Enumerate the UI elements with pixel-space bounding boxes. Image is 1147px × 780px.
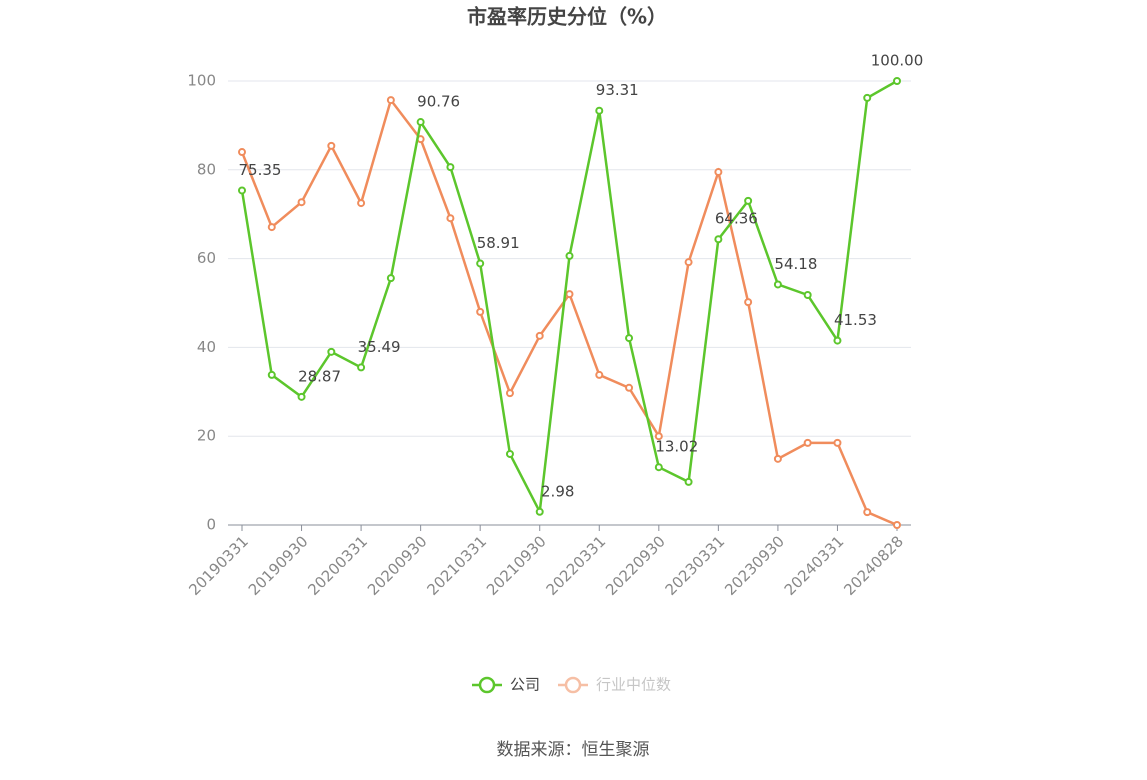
point bbox=[803, 291, 812, 300]
point bbox=[714, 168, 723, 177]
x-tick-label: 20230331 bbox=[662, 532, 729, 599]
x-tick-label: 20240331 bbox=[781, 532, 848, 599]
data-label: 93.31 bbox=[596, 81, 639, 99]
data-label: 41.53 bbox=[834, 311, 877, 329]
point bbox=[327, 347, 336, 356]
point bbox=[893, 521, 901, 529]
point bbox=[267, 370, 276, 379]
x-tick-label: 20240828 bbox=[840, 532, 907, 599]
y-tick-label: 100 bbox=[187, 72, 216, 90]
data-label: 13.02 bbox=[655, 438, 698, 456]
point bbox=[297, 392, 306, 401]
point bbox=[654, 463, 663, 472]
point bbox=[595, 106, 604, 115]
y-tick-label: 40 bbox=[197, 338, 216, 356]
legend-label: 公司 bbox=[510, 676, 540, 694]
point bbox=[416, 118, 425, 127]
point bbox=[476, 307, 485, 316]
data-label: 35.49 bbox=[358, 338, 401, 356]
point bbox=[565, 290, 574, 299]
point bbox=[803, 438, 812, 447]
x-tick-label: 20200930 bbox=[364, 532, 431, 599]
point bbox=[833, 336, 842, 345]
point bbox=[386, 274, 395, 283]
point bbox=[565, 251, 574, 260]
point bbox=[684, 258, 693, 267]
point bbox=[238, 186, 246, 195]
x-tick-label: 20210930 bbox=[483, 532, 550, 599]
point bbox=[357, 199, 366, 208]
point bbox=[625, 334, 634, 343]
point bbox=[238, 148, 246, 157]
source: 数据来源：恒生聚源 bbox=[497, 740, 650, 760]
data-label: 2.98 bbox=[541, 482, 574, 500]
legend-marker bbox=[478, 676, 496, 694]
legend-label: 行业中位数 bbox=[596, 676, 671, 694]
point bbox=[476, 259, 485, 268]
point bbox=[267, 223, 276, 232]
chart-title: 市盈率历史分位（%） bbox=[467, 5, 667, 29]
data-label: 58.91 bbox=[477, 234, 520, 252]
point bbox=[863, 508, 872, 517]
y-tick-label: 80 bbox=[197, 160, 216, 178]
point bbox=[744, 196, 753, 205]
point bbox=[535, 331, 544, 340]
point bbox=[297, 198, 306, 207]
x-tick-label: 20200331 bbox=[304, 532, 371, 599]
point bbox=[535, 507, 544, 516]
point bbox=[386, 96, 395, 105]
data-label: 100.00 bbox=[871, 52, 924, 70]
point bbox=[773, 280, 782, 289]
point bbox=[744, 298, 753, 307]
series-line bbox=[240, 97, 898, 527]
x-tick-label: 20230930 bbox=[721, 532, 788, 599]
legend-item: 行业中位数 bbox=[558, 676, 671, 694]
point bbox=[625, 383, 634, 392]
point bbox=[863, 93, 872, 102]
data-label: 64.36 bbox=[715, 210, 758, 228]
data-label: 75.35 bbox=[239, 161, 282, 179]
x-tick-label: 20190331 bbox=[185, 532, 252, 599]
y-tick-label: 60 bbox=[197, 249, 216, 267]
point bbox=[893, 77, 901, 85]
point bbox=[654, 432, 663, 441]
point bbox=[595, 370, 604, 379]
x-tick-label: 20210331 bbox=[423, 532, 490, 599]
point bbox=[684, 477, 693, 486]
legend-marker bbox=[564, 676, 582, 694]
x-tick-label: 20220331 bbox=[543, 532, 610, 599]
point bbox=[357, 363, 366, 372]
data-label: 54.18 bbox=[774, 255, 817, 273]
x-tick-label: 20220930 bbox=[602, 532, 669, 599]
point bbox=[833, 438, 842, 447]
data-label: 90.76 bbox=[417, 93, 460, 111]
point bbox=[446, 163, 455, 172]
point bbox=[773, 454, 782, 463]
y-tick-label: 20 bbox=[197, 427, 216, 445]
data-label: 28.87 bbox=[298, 367, 341, 385]
legend-item: 公司 bbox=[472, 676, 540, 694]
point bbox=[505, 449, 514, 458]
y-tick-label: 0 bbox=[206, 516, 216, 534]
point bbox=[446, 214, 455, 223]
point bbox=[714, 235, 723, 244]
x-tick-label: 20190930 bbox=[245, 532, 312, 599]
point bbox=[327, 141, 336, 150]
point bbox=[505, 389, 514, 398]
